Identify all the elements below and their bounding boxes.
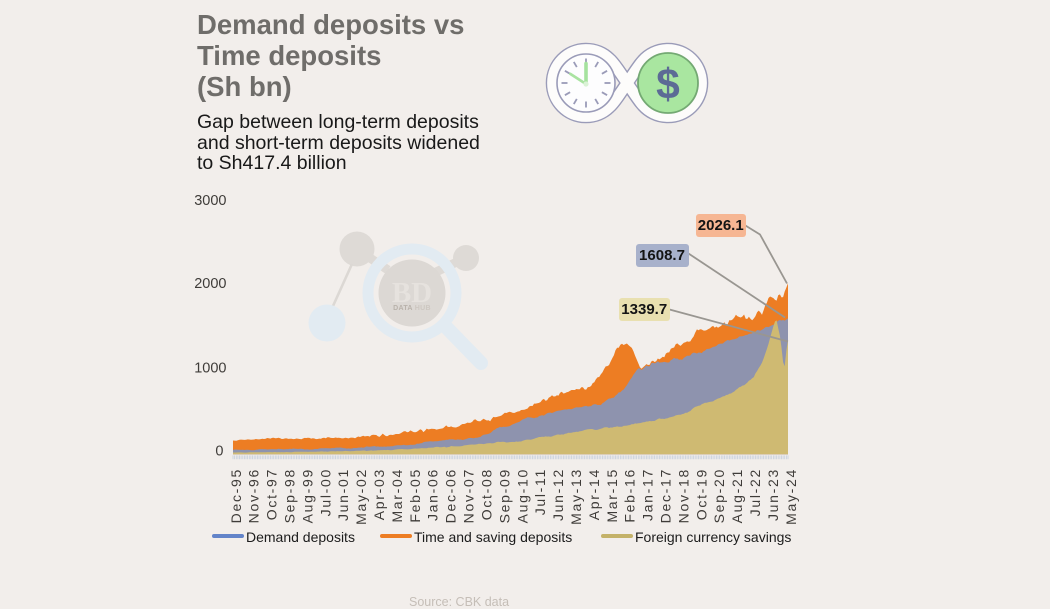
svg-text:Jan-06: Jan-06 [425, 468, 441, 521]
svg-text:May-02: May-02 [353, 468, 369, 525]
svg-text:Dec-17: Dec-17 [658, 468, 674, 523]
svg-text:Sep-09: Sep-09 [496, 468, 512, 523]
svg-text:Nov-96: Nov-96 [246, 468, 262, 523]
svg-text:0: 0 [215, 444, 223, 460]
svg-text:May-13: May-13 [568, 468, 584, 525]
svg-text:Sep-20: Sep-20 [711, 468, 727, 523]
svg-text:Jul-00: Jul-00 [317, 468, 333, 516]
svg-text:Dec-95: Dec-95 [228, 468, 244, 523]
svg-text:Nov-18: Nov-18 [675, 468, 691, 523]
svg-text:Jun-12: Jun-12 [550, 468, 566, 521]
svg-text:Nov-07: Nov-07 [461, 468, 477, 523]
svg-text:Apr-14: Apr-14 [586, 468, 602, 520]
svg-text:Jan-17: Jan-17 [640, 468, 656, 521]
svg-text:Feb-16: Feb-16 [622, 468, 638, 523]
svg-text:May-24: May-24 [783, 468, 799, 525]
svg-text:Oct-19: Oct-19 [693, 468, 709, 520]
svg-text:Aug-10: Aug-10 [514, 468, 530, 523]
svg-text:Sep-98: Sep-98 [282, 468, 298, 523]
svg-text:Jul-11: Jul-11 [532, 468, 548, 515]
svg-text:Aug-21: Aug-21 [729, 468, 745, 523]
svg-text:$: $ [656, 62, 680, 109]
svg-text:Apr-03: Apr-03 [371, 468, 387, 520]
svg-text:1000: 1000 [194, 361, 226, 377]
svg-text:Mar-15: Mar-15 [604, 468, 620, 523]
svg-text:Mar-04: Mar-04 [389, 468, 405, 523]
svg-text:2000: 2000 [194, 276, 226, 292]
svg-text:DATA HUB: DATA HUB [393, 305, 431, 312]
svg-text:Jun-23: Jun-23 [765, 468, 781, 521]
svg-text:BD: BD [392, 277, 432, 309]
svg-text:Oct-97: Oct-97 [264, 468, 280, 520]
svg-text:Dec-06: Dec-06 [443, 468, 459, 523]
svg-text:Jun-01: Jun-01 [335, 468, 351, 521]
svg-text:Oct-08: Oct-08 [478, 468, 494, 520]
svg-text:3000: 3000 [194, 193, 226, 209]
svg-text:Feb-05: Feb-05 [407, 468, 423, 523]
svg-text:Aug-99: Aug-99 [299, 468, 315, 523]
svg-text:Jul-22: Jul-22 [747, 468, 763, 516]
